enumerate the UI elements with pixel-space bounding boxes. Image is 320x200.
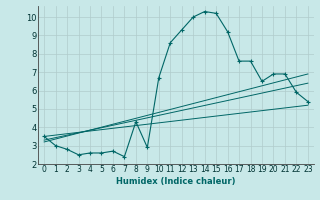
X-axis label: Humidex (Indice chaleur): Humidex (Indice chaleur) [116,177,236,186]
